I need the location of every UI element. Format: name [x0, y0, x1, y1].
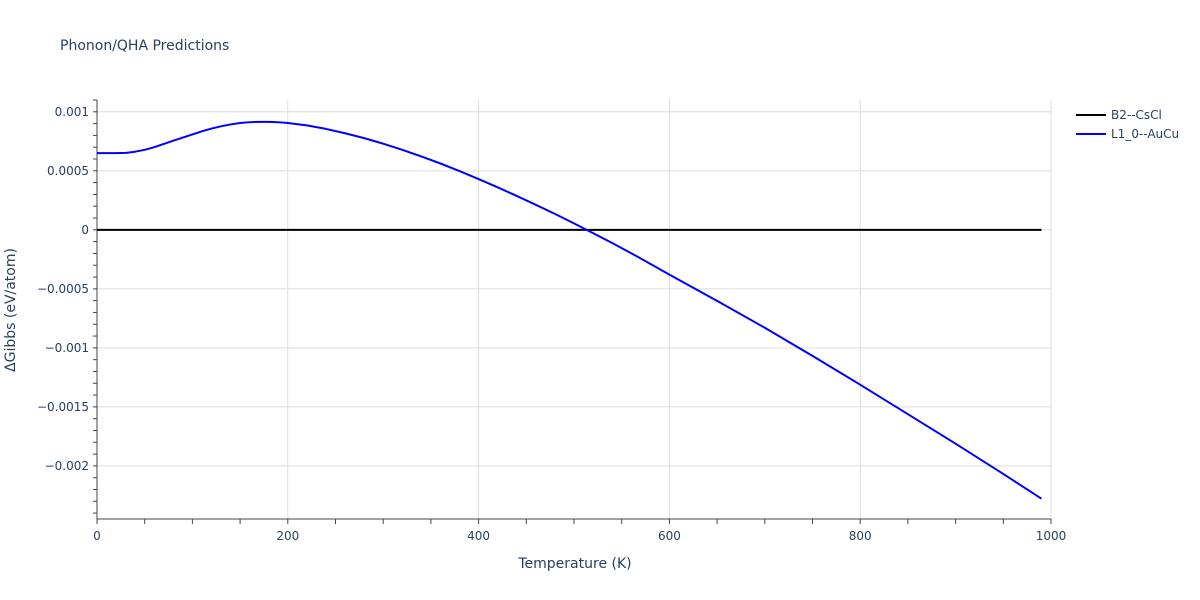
x-tick-label: 400: [467, 529, 490, 543]
y-tick-label: 0: [81, 223, 89, 237]
legend-label: B2--CsCl: [1111, 108, 1162, 122]
y-tick-label: 0.0005: [47, 164, 89, 178]
series-layer: [97, 120, 1043, 500]
y-tick-label: −0.002: [45, 459, 89, 473]
grid: [97, 100, 1052, 519]
legend-label: L1_0--AuCu: [1111, 127, 1179, 141]
y-tick-label: −0.001: [45, 341, 89, 355]
y-tick-label: −0.0005: [37, 282, 89, 296]
chart-title: Phonon/QHA Predictions: [60, 38, 229, 54]
legend[interactable]: B2--CsCl L1_0--AuCu: [1076, 108, 1179, 141]
axes: 0 200 400 600 800 1000 0.001 0.0005 0 −0.0005 −0.0…: [37, 99, 1067, 543]
y-tick-label: 0.001: [55, 105, 89, 119]
legend-item-2[interactable]: L1_0--AuCu: [1076, 127, 1179, 141]
y-axis-title: ΔGibbs (eV/atom): [3, 248, 19, 372]
x-tick-label: 800: [849, 529, 872, 543]
x-tick-label: 600: [658, 529, 681, 543]
x-tick-label: 1000: [1036, 529, 1067, 543]
x-tick-label: 200: [276, 529, 299, 543]
series-line-2: [97, 120, 1043, 500]
x-axis-title: Temperature (K): [517, 556, 631, 572]
legend-item-1[interactable]: B2--CsCl: [1076, 108, 1162, 122]
y-tick-label: −0.0015: [37, 400, 89, 414]
x-tick-label: 0: [93, 529, 101, 543]
